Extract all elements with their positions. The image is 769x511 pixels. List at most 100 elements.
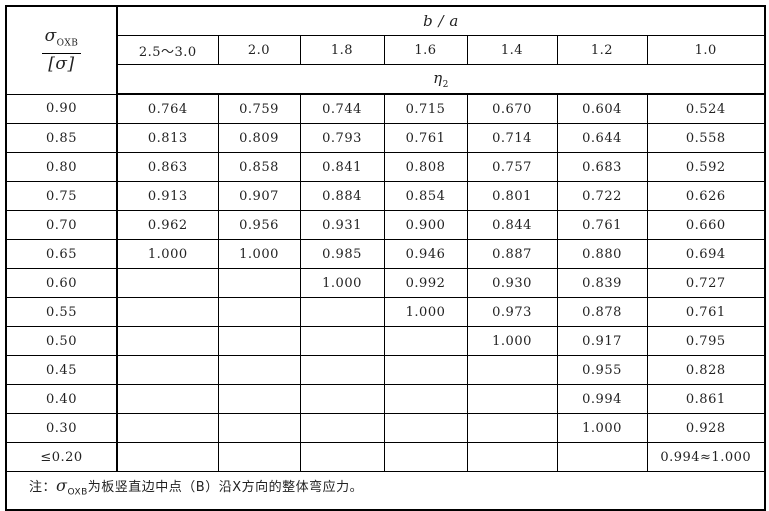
table-cell xyxy=(116,268,219,298)
table-cell xyxy=(116,442,219,472)
table-cell: 0.913 xyxy=(116,181,219,211)
table-cell xyxy=(217,384,301,414)
table-cell xyxy=(299,355,385,385)
table-cell xyxy=(383,355,468,385)
table-cell: 0.761 xyxy=(556,210,648,240)
table-cell: 1.000 xyxy=(383,297,468,327)
row-label: 0.45 xyxy=(5,355,118,385)
table-row: 0.70 0.962 0.956 0.931 0.900 0.844 0.761 0.660 xyxy=(5,210,766,240)
table-cell: 0.727 xyxy=(646,268,766,298)
table-cell xyxy=(217,355,301,385)
row-label: 0.50 xyxy=(5,326,118,356)
table-cell xyxy=(299,413,385,443)
table-cell: 0.930 xyxy=(466,268,558,298)
table-row: 0.45 0.955 0.828 xyxy=(5,355,766,385)
table-cell: 1.000 xyxy=(299,268,385,298)
table-cell: 0.809 xyxy=(217,123,301,153)
table-cell: 0.660 xyxy=(646,210,766,240)
note-prefix: 注： xyxy=(29,480,57,495)
table-cell: 0.604 xyxy=(556,93,648,124)
table-cell: 0.931 xyxy=(299,210,385,240)
eta-subscript: 2 xyxy=(442,79,449,90)
row-label: 0.30 xyxy=(5,413,118,443)
table-cell: 0.558 xyxy=(646,123,766,153)
table-cell: 0.715 xyxy=(383,93,468,124)
table-cell: 0.813 xyxy=(116,123,219,153)
table-cell: 1.000 xyxy=(556,413,648,443)
table-cell: 0.694 xyxy=(646,239,766,269)
table-cell xyxy=(299,384,385,414)
table-cell: 0.524 xyxy=(646,93,766,124)
table-cell xyxy=(466,413,558,443)
table-cell: 0.592 xyxy=(646,152,766,182)
row-label: 0.60 xyxy=(5,268,118,298)
table-cell xyxy=(383,413,468,443)
table-cell: 0.761 xyxy=(646,297,766,327)
table-cell: 0.907 xyxy=(217,181,301,211)
table-cell: 0.928 xyxy=(646,413,766,443)
table-cell xyxy=(383,442,468,472)
ba-ratio-header: b / a xyxy=(116,5,766,36)
eta-symbol: η xyxy=(433,68,443,87)
table-cell: 0.962 xyxy=(116,210,219,240)
table-cell: 0.722 xyxy=(556,181,648,211)
table-cell: 0.858 xyxy=(217,152,301,182)
table-row: 0.85 0.813 0.809 0.793 0.761 0.714 0.644 0.558 xyxy=(5,123,766,153)
table-cell: 0.900 xyxy=(383,210,468,240)
table-row: 0.90 0.764 0.759 0.744 0.715 0.670 0.604 0.524 xyxy=(5,93,766,124)
table-cell: 0.801 xyxy=(466,181,558,211)
table-cell: 0.956 xyxy=(217,210,301,240)
table-cell: 0.759 xyxy=(217,93,301,124)
table-cell: 0.626 xyxy=(646,181,766,211)
table-cell xyxy=(299,326,385,356)
eta2-header: η2 xyxy=(116,64,766,95)
table-cell: 0.844 xyxy=(466,210,558,240)
column-header: 2.0 xyxy=(217,35,301,65)
table-cell: 0.670 xyxy=(466,93,558,124)
table-note: 注：σOXB为板竖直边中点（B）沿X方向的整体弯应力。 xyxy=(5,471,766,511)
table-row: 0.65 1.000 1.000 0.985 0.946 0.887 0.880 0.694 xyxy=(5,239,766,269)
table-cell: 1.000 xyxy=(466,326,558,356)
row-label: 0.90 xyxy=(5,93,118,124)
table-cell xyxy=(466,355,558,385)
column-header: 2.5～3.0 xyxy=(116,35,219,65)
note-text: 为板竖直边中点（B）沿X方向的整体弯应力。 xyxy=(87,480,364,495)
table-cell: 0.744 xyxy=(299,93,385,124)
table-cell: 0.946 xyxy=(383,239,468,269)
note-sigma-symbol: σ xyxy=(56,476,68,495)
table-cell: 0.994 xyxy=(556,384,648,414)
table-row: 0.60 1.000 0.992 0.930 0.839 0.727 xyxy=(5,268,766,298)
table-cell xyxy=(466,442,558,472)
table-cell: 0.992 xyxy=(383,268,468,298)
table-cell xyxy=(116,355,219,385)
table-cell xyxy=(116,384,219,414)
table-row: 0.30 1.000 0.928 xyxy=(5,413,766,443)
row-label: ≤0.20 xyxy=(5,442,118,472)
table-cell: 1.000 xyxy=(116,239,219,269)
table-cell xyxy=(217,326,301,356)
table-cell: 0.973 xyxy=(466,297,558,327)
row-label: 0.85 xyxy=(5,123,118,153)
table-row: ≤0.20 0.994≈1.000 xyxy=(5,442,766,472)
sigma-subscript: OXB xyxy=(56,38,79,49)
table-cell: 0.887 xyxy=(466,239,558,269)
table-cell xyxy=(217,442,301,472)
sigma-symbol: σ xyxy=(44,26,57,47)
table-cell: 0.757 xyxy=(466,152,558,182)
table-cell xyxy=(383,384,468,414)
table-cell xyxy=(116,297,219,327)
table-cell xyxy=(217,268,301,298)
table-cell: 0.714 xyxy=(466,123,558,153)
allowable-stress-label: [σ] xyxy=(48,54,75,75)
table-cell xyxy=(466,384,558,414)
row-label: 0.75 xyxy=(5,181,118,211)
table-cell: 0.761 xyxy=(383,123,468,153)
table-cell: 0.955 xyxy=(556,355,648,385)
row-label: 0.65 xyxy=(5,239,118,269)
table-cell: 0.880 xyxy=(556,239,648,269)
note-sigma-subscript: OXB xyxy=(67,487,88,498)
row-label: 0.40 xyxy=(5,384,118,414)
table-cell xyxy=(383,326,468,356)
table-cell xyxy=(299,297,385,327)
row-header-cell: σOXB [σ] xyxy=(5,5,118,95)
